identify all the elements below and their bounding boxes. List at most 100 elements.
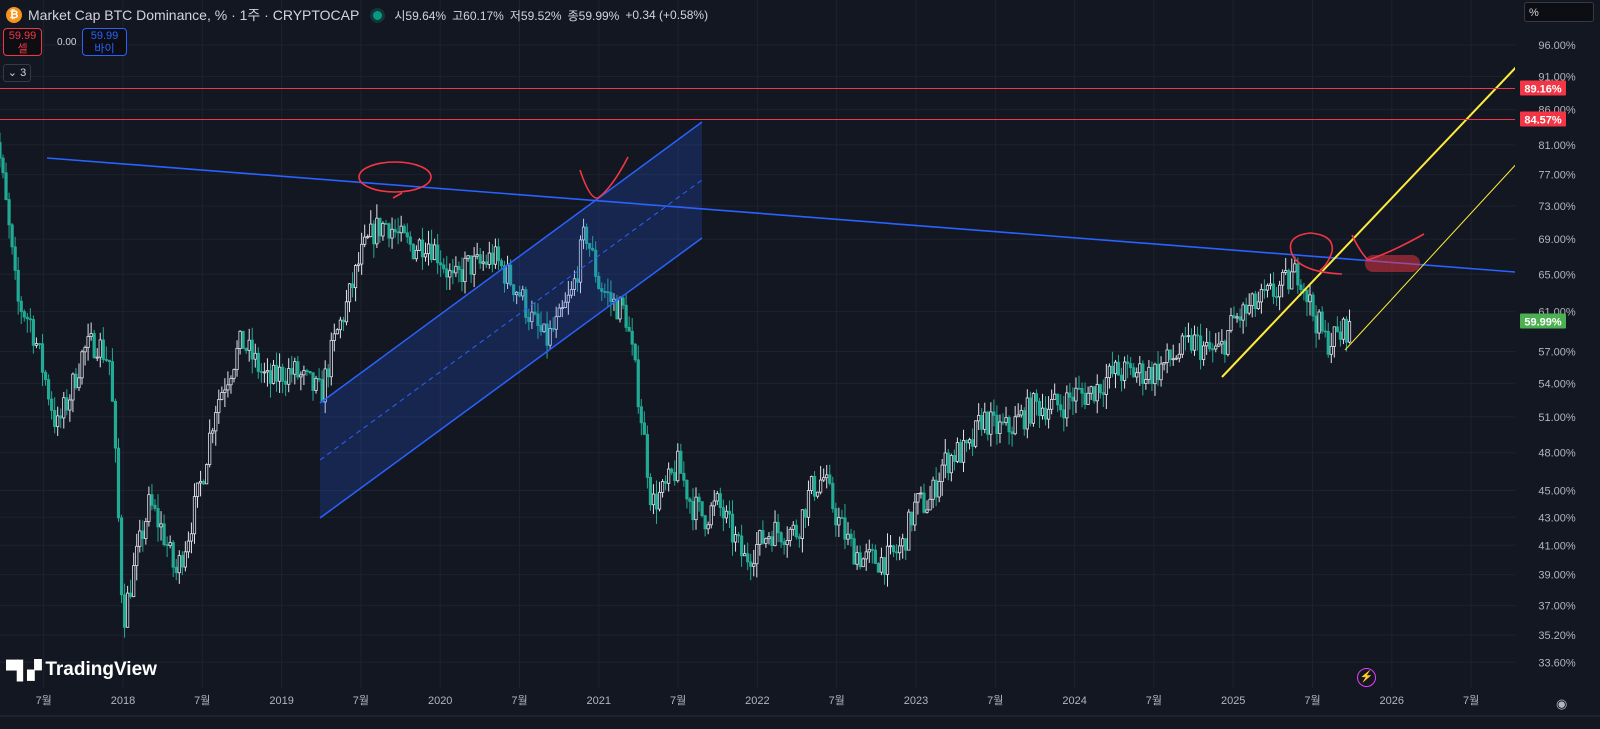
candle-down — [1141, 363, 1145, 384]
candle-up — [329, 340, 333, 378]
indicators-toggle[interactable]: ⌄ 3 — [3, 64, 31, 82]
candle-down — [1022, 410, 1026, 430]
candle-up — [660, 481, 665, 493]
candle-up — [235, 348, 239, 371]
channel-upper-line[interactable] — [319, 121, 703, 404]
candle-down — [59, 415, 63, 419]
buy-label: 바이 — [94, 43, 115, 55]
candle-down — [873, 549, 877, 564]
candle-down — [700, 501, 704, 517]
candle-down — [171, 542, 175, 568]
x-tick-label: 2021 — [587, 695, 611, 707]
candle-down — [478, 254, 482, 264]
candle-down — [597, 275, 601, 289]
highlight-check[interactable] — [392, 156, 629, 199]
candle-down — [10, 224, 14, 248]
candle-down — [603, 291, 607, 293]
candle-down — [65, 397, 69, 411]
candle-down — [895, 551, 899, 554]
candle-down — [1238, 316, 1242, 321]
descending-trendline[interactable] — [46, 157, 1516, 273]
candle-down — [372, 223, 376, 245]
highlight-box[interactable] — [1365, 255, 1420, 272]
candle-down — [290, 368, 294, 375]
candle-down — [442, 264, 446, 270]
candle-up — [335, 329, 339, 335]
last-price-tag-bg — [1520, 313, 1566, 329]
ohlc-close: 종59.99% — [567, 8, 620, 23]
candle-up — [715, 493, 719, 502]
candle-up — [1159, 363, 1163, 381]
candle-up — [1040, 407, 1045, 417]
candle-down — [7, 199, 11, 226]
candle-up — [80, 351, 84, 379]
lightning-icon[interactable]: ⚡ — [1357, 668, 1376, 687]
channel-lower-line[interactable] — [319, 237, 703, 519]
candle-down — [37, 343, 42, 345]
last-price-tag: 59.99% — [1524, 316, 1562, 328]
horizontal-levels[interactable] — [0, 87, 1515, 121]
candle-up — [205, 464, 209, 485]
candle-up — [1332, 326, 1336, 347]
candle-up — [208, 432, 212, 465]
candle-down — [484, 261, 488, 265]
eye-icon[interactable]: ◉ — [1556, 696, 1568, 711]
candle-down — [141, 530, 145, 539]
candle-down — [876, 563, 880, 573]
candle-up — [967, 439, 972, 444]
candle-up — [1259, 289, 1263, 303]
candle-up — [667, 468, 671, 484]
tv-logo-icon: ▀▌▞ — [6, 659, 41, 680]
candle-down — [1101, 392, 1105, 395]
highlight-circle[interactable] — [358, 161, 432, 193]
bitcoin-icon: ₿ — [6, 7, 22, 23]
candle-down — [1034, 393, 1039, 402]
candle-up — [381, 222, 385, 237]
candle-up — [95, 356, 99, 359]
candle-down — [387, 223, 391, 239]
candle-down — [28, 318, 32, 321]
candle-down — [685, 479, 689, 500]
candle-down — [1211, 348, 1215, 351]
support-line-thick[interactable] — [1221, 62, 1521, 378]
y-tick-label: 81.00% — [1538, 140, 1576, 152]
candle-down — [1320, 311, 1324, 332]
candle-up — [612, 298, 616, 302]
candle-down — [445, 268, 449, 278]
x-tick-label: 2020 — [428, 695, 452, 707]
candle-down — [1168, 349, 1172, 360]
candle-down — [1083, 392, 1087, 405]
candle-down — [284, 380, 288, 385]
candle-down — [539, 325, 543, 332]
candle-up — [949, 455, 953, 474]
candle-down — [1068, 392, 1072, 398]
drawings[interactable] — [46, 62, 1521, 519]
channel-mid-line[interactable] — [319, 179, 703, 461]
highlight-circle-2[interactable] — [1289, 232, 1343, 275]
candle-down — [870, 548, 874, 551]
candle-up — [229, 377, 233, 386]
candle-down — [1253, 293, 1257, 309]
x-tick-label: 2025 — [1221, 695, 1245, 707]
candle-up — [71, 373, 75, 401]
candle-up — [144, 521, 148, 539]
time-axis[interactable]: 7월 2018 7월 2019 7월 2020 7월 2021 7월 2022 7월 2023 7월 20… — [36, 694, 1480, 707]
support-line-thin[interactable] — [1344, 159, 1521, 351]
sell-button[interactable]: 59.99 셀 — [3, 28, 42, 56]
candle-down — [101, 339, 105, 360]
candle-up — [867, 548, 871, 553]
candle-down — [1010, 431, 1014, 435]
candle-down — [107, 359, 111, 362]
scale-button[interactable]: % — [1524, 2, 1594, 22]
candle-down — [1314, 315, 1318, 334]
y-tick-label: 54.00% — [1538, 378, 1576, 390]
candle-up — [1147, 366, 1151, 380]
candle-up — [977, 414, 981, 422]
candle-up — [1153, 363, 1157, 385]
candle-down — [533, 311, 537, 315]
symbol-title[interactable]: Market Cap BTC Dominance, % · 1주 · CRYPT… — [28, 7, 360, 23]
candle-up — [192, 496, 197, 535]
candle-up — [1089, 386, 1093, 394]
buy-button[interactable]: 59.99 바이 — [82, 28, 127, 56]
